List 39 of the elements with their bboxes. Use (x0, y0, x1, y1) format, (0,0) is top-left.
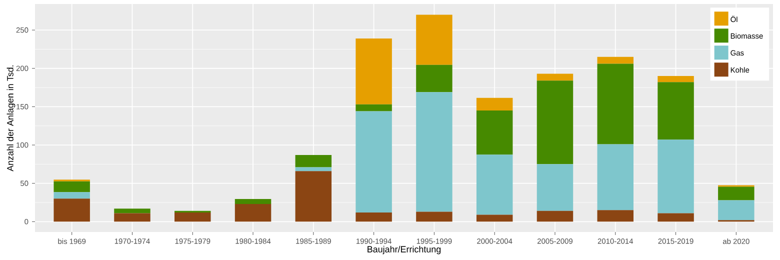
bar (356, 212, 392, 222)
bar (476, 110, 513, 155)
bar (114, 213, 150, 222)
bar (658, 213, 694, 222)
bar (234, 199, 272, 204)
bar (295, 167, 332, 172)
bar (295, 171, 332, 222)
bar (356, 111, 392, 212)
bar (356, 104, 392, 112)
bar (416, 64, 452, 92)
bar (54, 198, 90, 222)
bar (476, 154, 513, 215)
y-axis-title: Anzahl der Anlagen in Tsd. (6, 66, 16, 172)
bar (536, 74, 574, 81)
bar (476, 214, 513, 222)
bar (536, 210, 574, 222)
bar (718, 186, 754, 200)
bar (597, 56, 634, 64)
bar (54, 192, 90, 199)
bar (658, 140, 694, 214)
bar (416, 212, 452, 222)
bar (234, 204, 272, 222)
bar (54, 181, 90, 192)
bar (658, 82, 694, 140)
x-axis-title: Baujahr/Errichtung (368, 246, 441, 254)
bar (718, 200, 754, 220)
bar (356, 38, 392, 104)
bar (597, 64, 634, 144)
bar (476, 98, 513, 111)
bar (597, 144, 634, 210)
bar (536, 80, 574, 164)
bar (295, 154, 332, 168)
bar (114, 208, 150, 214)
bar (658, 76, 694, 82)
bar (597, 210, 634, 222)
bar (536, 164, 574, 211)
bar (416, 14, 452, 65)
bar (174, 212, 211, 222)
bar (416, 92, 452, 212)
